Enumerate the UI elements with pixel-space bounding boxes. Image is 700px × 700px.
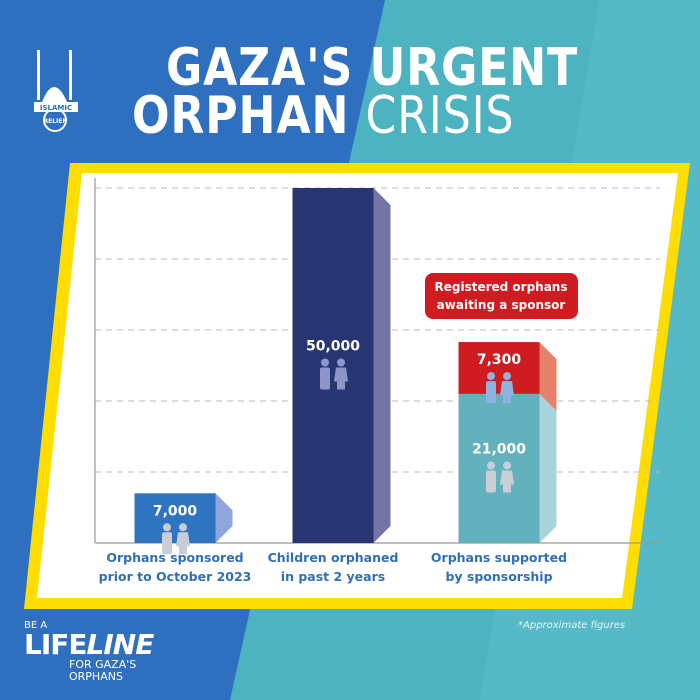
title-line-1: GAZA'S URGENT (166, 38, 579, 98)
person-body (500, 381, 514, 404)
mosque-logo-icon: ISLAMIC RELIEF (34, 50, 78, 132)
bar-side (215, 493, 233, 543)
data-label: 21,000 (472, 441, 526, 457)
be-a-text: BE A (24, 620, 48, 631)
person-head (163, 523, 171, 532)
life-text: LIFE (24, 628, 88, 661)
data-label: 50,000 (306, 339, 360, 355)
bar-side (373, 188, 391, 543)
bar (292, 188, 374, 543)
lifeline-logo: BE A LIFELINE FOR GAZA'S ORPHANS (24, 620, 155, 683)
person-body (486, 470, 496, 493)
category-label: Orphans sponsored (106, 550, 243, 565)
person-body (162, 532, 172, 555)
for-gazas-text: FOR GAZA'S (69, 658, 137, 671)
category-label: prior to October 2023 (99, 569, 252, 584)
data-label: 7,300 (477, 352, 522, 368)
category-label: Children orphaned (268, 550, 399, 565)
category-label: Orphans supported (431, 550, 567, 565)
annotation-text: awaiting a sponsor (437, 298, 566, 312)
person-body (320, 367, 330, 390)
annotation-box (425, 273, 578, 319)
title-light: CRISIS (365, 86, 515, 146)
person-body (486, 381, 496, 404)
bar-side (539, 393, 557, 543)
person-head (503, 372, 511, 381)
person-body (176, 532, 190, 555)
bar-segment: 21,000 (458, 393, 557, 543)
logo-text-bottom: RELIEF (44, 118, 67, 125)
data-label: 7,000 (153, 503, 198, 519)
lifeline-text: LIFELINE (24, 628, 155, 661)
person-body (334, 367, 348, 390)
bar (458, 393, 540, 543)
logo-text-top: ISLAMIC (40, 104, 72, 112)
person-head (487, 461, 495, 470)
bar (458, 342, 540, 394)
approximate-note: *Approximate figures (518, 620, 626, 631)
bar-segment: 7,300 (458, 342, 557, 411)
title-line-2: ORPHAN CRISIS (132, 90, 514, 142)
title-bold: ORPHAN (132, 86, 350, 146)
category-label: in past 2 years (281, 569, 385, 584)
person-head (503, 461, 511, 470)
bar-side (539, 342, 557, 411)
person-body (500, 470, 514, 493)
person-head (337, 358, 345, 367)
annotation-text: Registered orphans (434, 280, 567, 294)
line-text: LINE (86, 628, 155, 661)
bar-segment: 7,000 (134, 493, 233, 555)
person-head (321, 358, 329, 367)
category-label: by sponsorship (445, 569, 552, 584)
bar (134, 493, 216, 543)
person-head (179, 523, 187, 532)
islamic-relief-logo: ISLAMIC RELIEF (34, 42, 82, 136)
person-head (487, 372, 495, 381)
orphans-text: ORPHANS (69, 670, 123, 683)
bar-segment: 50,000 (292, 188, 391, 543)
